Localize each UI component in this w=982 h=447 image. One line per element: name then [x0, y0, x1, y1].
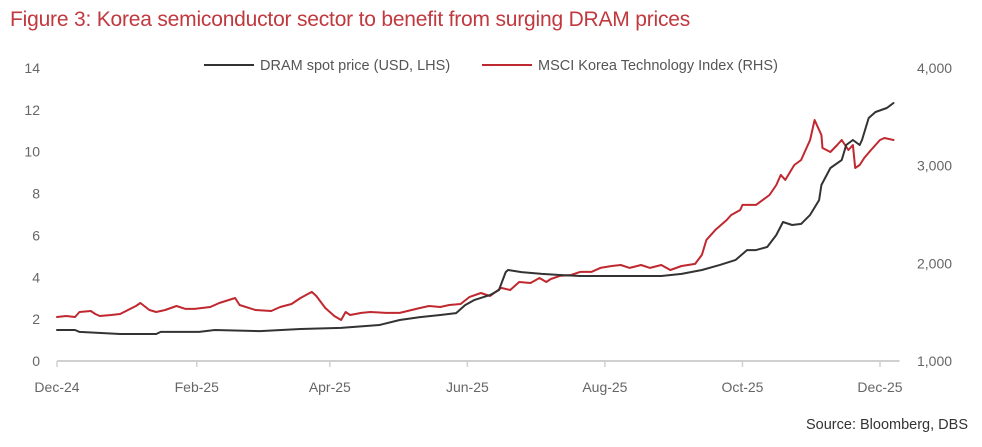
y-left-tick-label: 8 [32, 186, 40, 202]
y-left-tick-label: 4 [32, 269, 40, 285]
legend: DRAM spot price (USD, LHS) MSCI Korea Te… [204, 58, 778, 74]
source-note: Source: Bloomberg, DBS [806, 417, 968, 433]
legend-label-msci: MSCI Korea Technology Index (RHS) [538, 58, 778, 74]
y-left-tick-label: 10 [24, 144, 40, 160]
y-right-tick-label: 2,000 [917, 255, 952, 271]
x-axis: Dec-24 Feb-25 Apr-25 Jun-25 Aug-25 Oct-25 Dec-… [34, 360, 903, 395]
y-left-tick-label: 14 [24, 60, 40, 76]
y-left-axis: 0 2 4 6 8 10 12 14 [24, 60, 40, 369]
x-tick-label: Dec-24 [34, 379, 79, 395]
x-tick-label: Feb-25 [175, 379, 220, 395]
legend-label-dram: DRAM spot price (USD, LHS) [260, 58, 450, 74]
y-right-tick-label: 1,000 [917, 353, 952, 369]
series-layer [56, 102, 895, 335]
y-left-tick-label: 12 [24, 102, 40, 118]
y-right-tick-label: 3,000 [917, 158, 952, 174]
x-tick-label: Dec-25 [857, 379, 902, 395]
series-line-dram-spot-price [56, 102, 895, 335]
y-left-tick-label: 2 [32, 311, 40, 327]
y-left-tick-label: 6 [32, 227, 40, 243]
x-tick-label: Apr-25 [309, 379, 351, 395]
y-right-axis: 1,000 2,000 3,000 4,000 [917, 60, 952, 369]
series-line-msci-korea-tech [56, 119, 895, 321]
y-left-tick-label: 0 [32, 353, 40, 369]
y-right-tick-label: 4,000 [917, 60, 952, 76]
chart-title: Figure 3: Korea semiconductor sector to … [10, 8, 691, 31]
x-tick-label: Jun-25 [446, 379, 489, 395]
x-tick-label: Aug-25 [582, 379, 627, 395]
x-tick-label: Oct-25 [721, 379, 763, 395]
